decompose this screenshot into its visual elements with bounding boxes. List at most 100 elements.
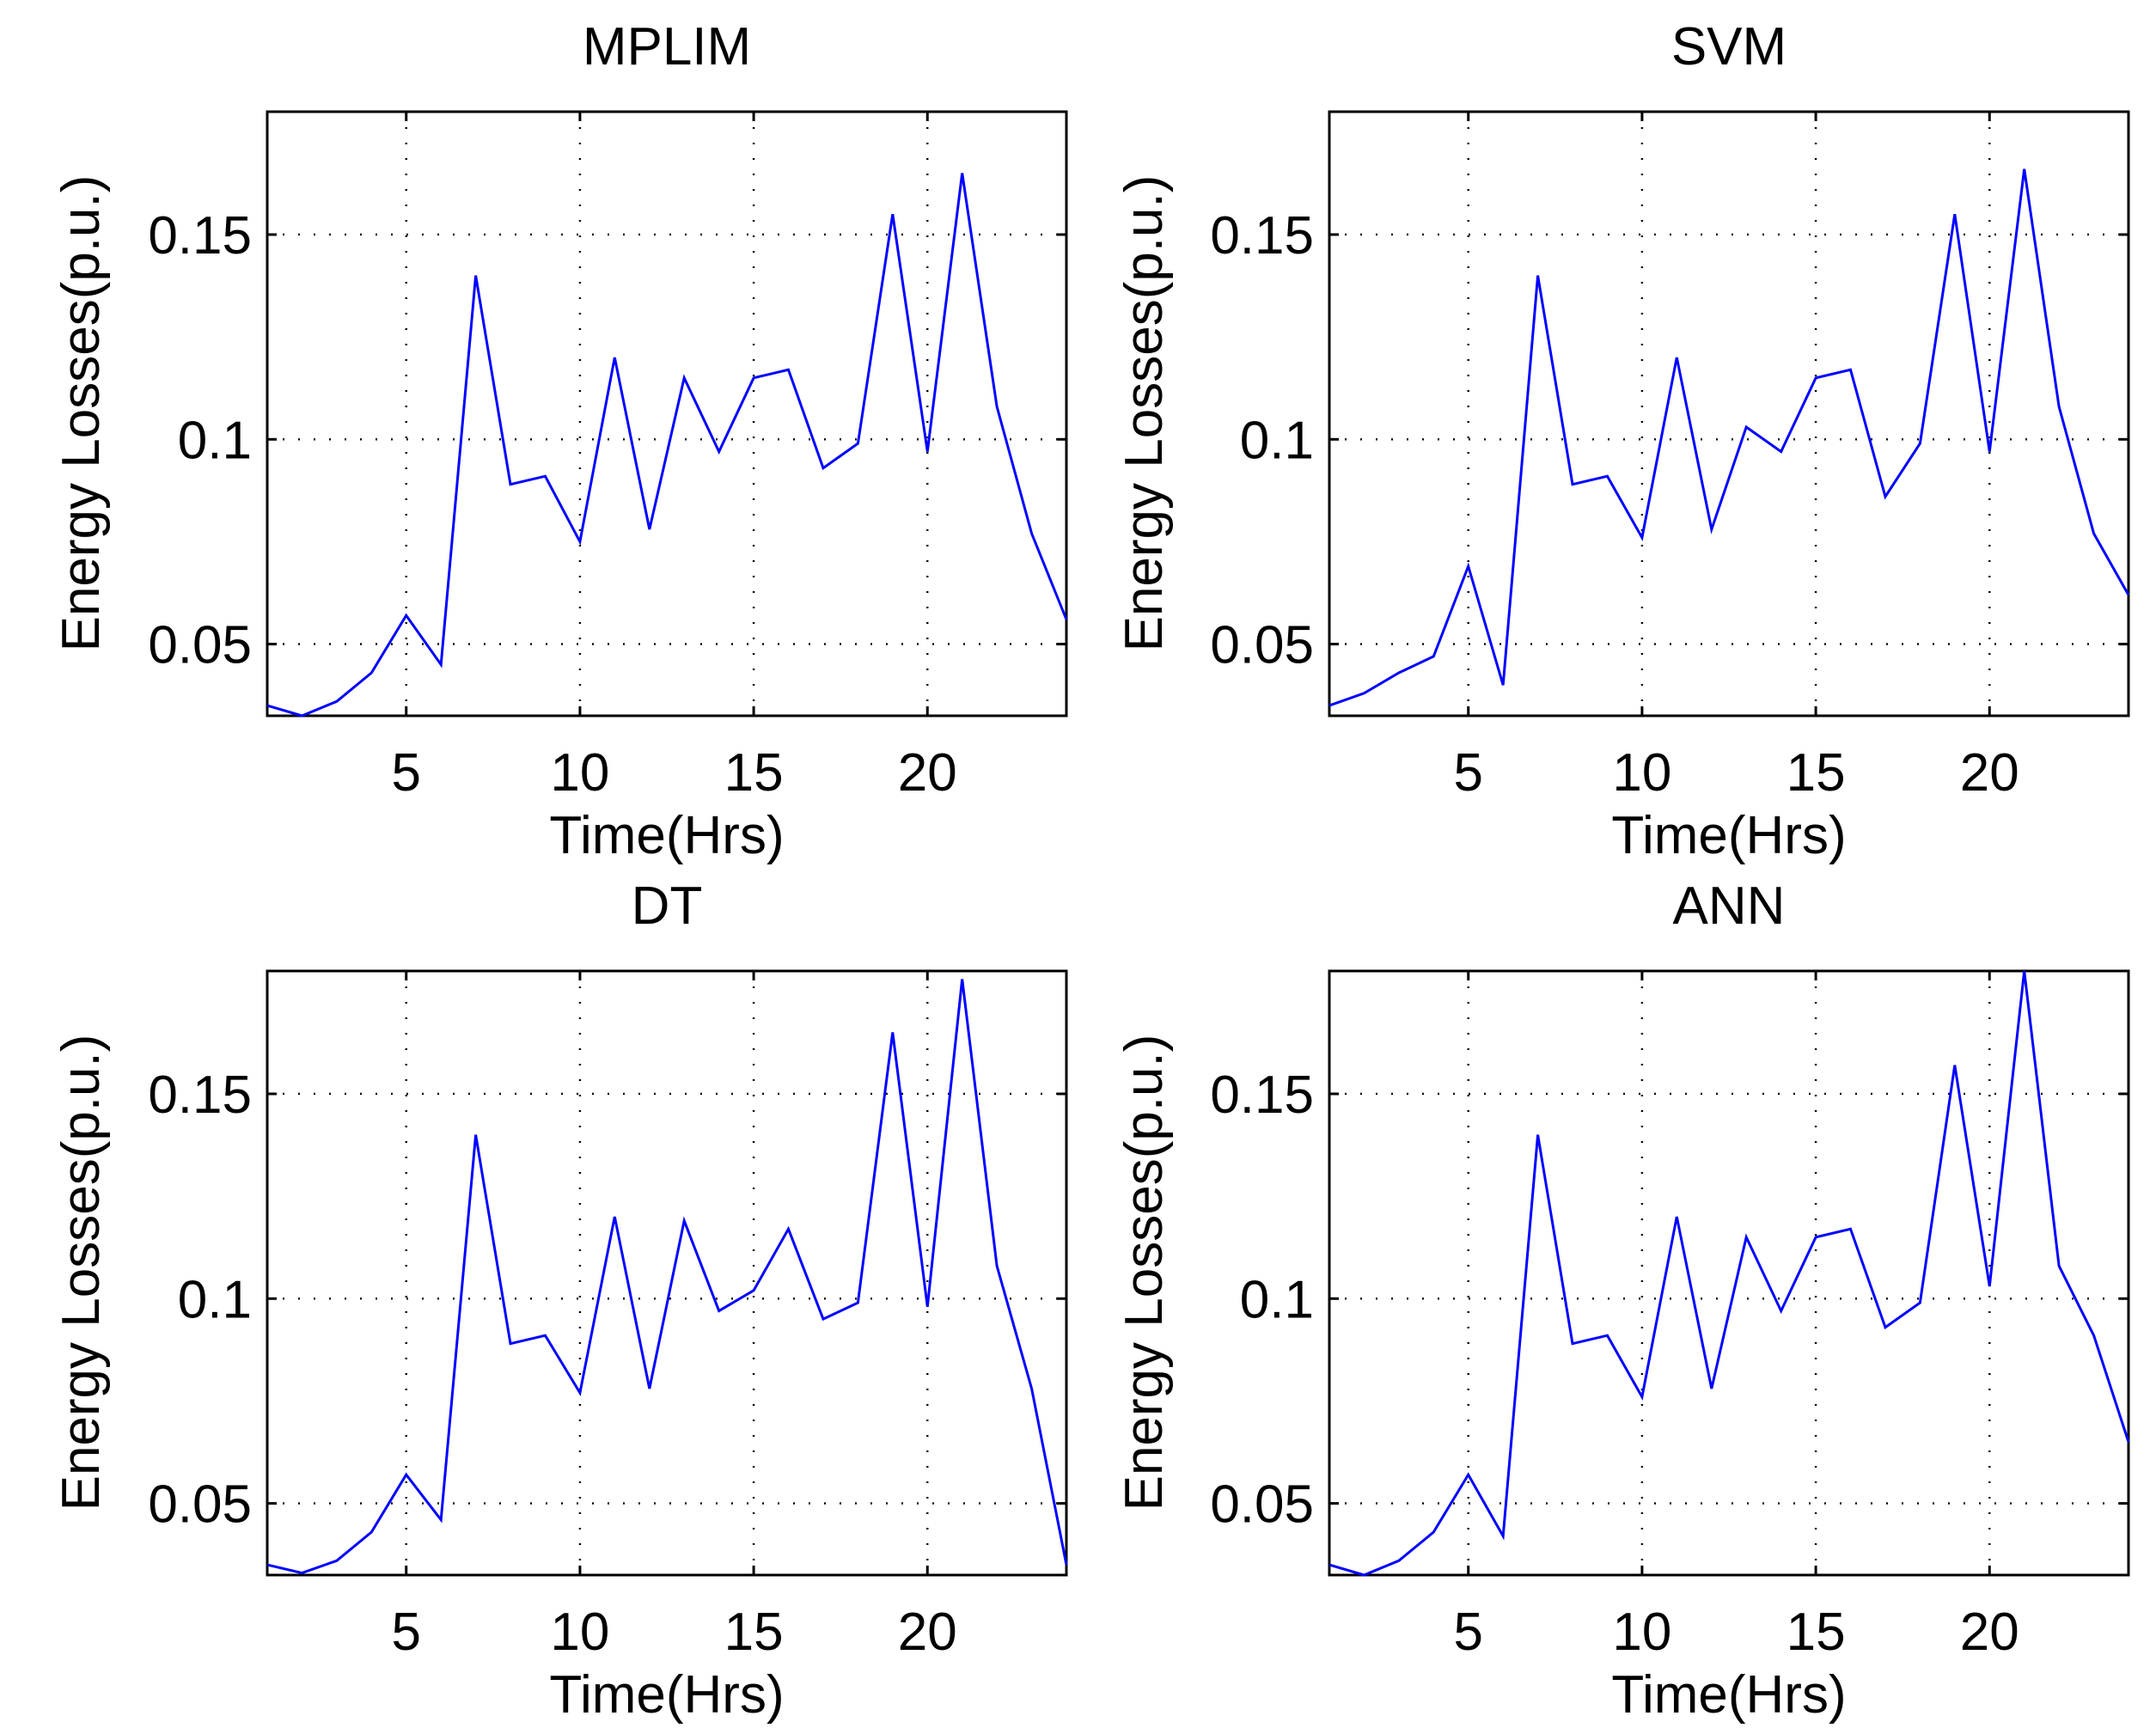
x-tick-label: 20: [898, 743, 957, 803]
data-point: [857, 1302, 859, 1304]
ticks: [1329, 971, 2129, 1575]
plot-area: [1328, 110, 2130, 717]
data-point: [1606, 475, 1609, 478]
data-point: [1745, 425, 1748, 428]
data-point: [614, 356, 616, 358]
y-tick-labels: 0.05 0.1 0.15: [148, 206, 252, 675]
data-point: [1363, 692, 1365, 694]
data-point: [821, 467, 824, 469]
y-tick-label: 0.05: [1210, 616, 1314, 675]
plot-area: [266, 110, 1068, 717]
data-point: [510, 1342, 512, 1345]
y-tick-label: 0.15: [1210, 1065, 1314, 1125]
data-point: [266, 1564, 269, 1566]
ticks: [267, 971, 1066, 1575]
y-tick-label: 0.1: [1240, 1270, 1314, 1329]
data-point: [1710, 1388, 1713, 1390]
data-point: [510, 483, 512, 485]
data-point: [926, 450, 929, 453]
data-point: [1030, 532, 1033, 534]
x-tick-label: 10: [1612, 1603, 1671, 1662]
data-point: [1884, 496, 1886, 498]
data-point: [1640, 536, 1643, 539]
data-point: [578, 540, 581, 543]
data-point: [1502, 1535, 1505, 1537]
subplot-svm: SVM Time(Hrs) Energy Losses(p.u.) 5 10 1…: [1115, 17, 2130, 865]
data-point: [2023, 168, 2025, 170]
data-point: [474, 1133, 477, 1136]
x-tick-labels: 5 10 15 20: [391, 1603, 956, 1662]
data-point: [718, 1310, 720, 1312]
data-point: [926, 1305, 929, 1308]
y-axis-label: Energy Losses(p.u.): [1115, 175, 1174, 652]
energy-loss-line: [266, 173, 1068, 717]
data-point: [1988, 1285, 1991, 1287]
data-point: [474, 274, 477, 277]
energy-loss-line: [1328, 168, 2130, 707]
data-point: [1572, 1342, 1574, 1345]
x-axis-label: Time(Hrs): [1611, 1665, 1846, 1725]
plot-title: DT: [632, 876, 703, 936]
x-tick-label: 15: [724, 743, 784, 803]
data-point: [2058, 406, 2061, 408]
x-axis-label: Time(Hrs): [549, 806, 784, 865]
x-tick-label: 5: [391, 743, 420, 803]
data-point: [648, 528, 650, 531]
data-point: [1536, 1133, 1539, 1136]
data-point: [996, 1265, 999, 1267]
y-tick-label: 0.15: [148, 1065, 252, 1125]
data-point: [405, 614, 407, 617]
grid: [1329, 112, 2129, 716]
data-point: [753, 1289, 755, 1291]
data-point: [1328, 1564, 1331, 1566]
data-point: [1363, 1574, 1365, 1577]
x-tick-labels: 5 10 15 20: [391, 743, 956, 803]
ticks: [1329, 112, 2129, 716]
x-axis-label: Time(Hrs): [549, 1665, 784, 1725]
data-point: [266, 705, 269, 707]
energy-loss-line: [266, 979, 1068, 1575]
y-axis-label: Energy Losses(p.u.): [52, 1035, 111, 1511]
data-point: [1780, 450, 1782, 453]
data-point: [961, 978, 963, 980]
grid: [267, 112, 1066, 716]
data-point: [2023, 970, 2025, 973]
data-point: [1953, 1064, 1956, 1066]
data-point: [821, 1318, 824, 1321]
data-point: [1640, 1395, 1643, 1398]
data-point: [301, 715, 303, 717]
data-point: [1676, 356, 1678, 358]
data-point: [683, 1219, 686, 1222]
data-point: [1988, 450, 1991, 453]
plot-area: [266, 969, 1068, 1577]
x-tick-label: 5: [391, 1603, 420, 1662]
y-tick-label: 0.05: [148, 616, 252, 675]
data-point: [648, 1388, 650, 1390]
data-point: [1953, 213, 1956, 216]
data-point: [1066, 1564, 1068, 1566]
x-tick-labels: 5 10 15 20: [1453, 1603, 2019, 1662]
y-axis-label: Energy Losses(p.u.): [52, 175, 111, 652]
data-point: [857, 443, 859, 445]
plot-area: [1328, 969, 2130, 1577]
data-point: [891, 1031, 894, 1034]
x-tick-label: 10: [550, 743, 609, 803]
data-point: [1606, 1334, 1609, 1337]
data-point: [301, 1572, 303, 1574]
data-point: [614, 1215, 616, 1218]
y-tick-labels: 0.05 0.1 0.15: [148, 1065, 252, 1535]
data-point: [1919, 443, 1921, 445]
grid: [267, 971, 1066, 1575]
x-tick-label: 20: [1960, 743, 2019, 803]
data-point: [2058, 1265, 2061, 1267]
data-point: [996, 406, 999, 408]
data-point: [787, 369, 790, 371]
x-tick-label: 20: [898, 1603, 957, 1662]
data-point: [1467, 1474, 1469, 1476]
ticks: [267, 112, 1066, 716]
subplot-ann: ANN Time(Hrs) Energy Losses(p.u.) 5 10 1…: [1115, 876, 2130, 1725]
y-tick-label: 0.1: [178, 1270, 252, 1329]
y-tick-label: 0.05: [148, 1475, 252, 1535]
data-point: [683, 376, 686, 379]
